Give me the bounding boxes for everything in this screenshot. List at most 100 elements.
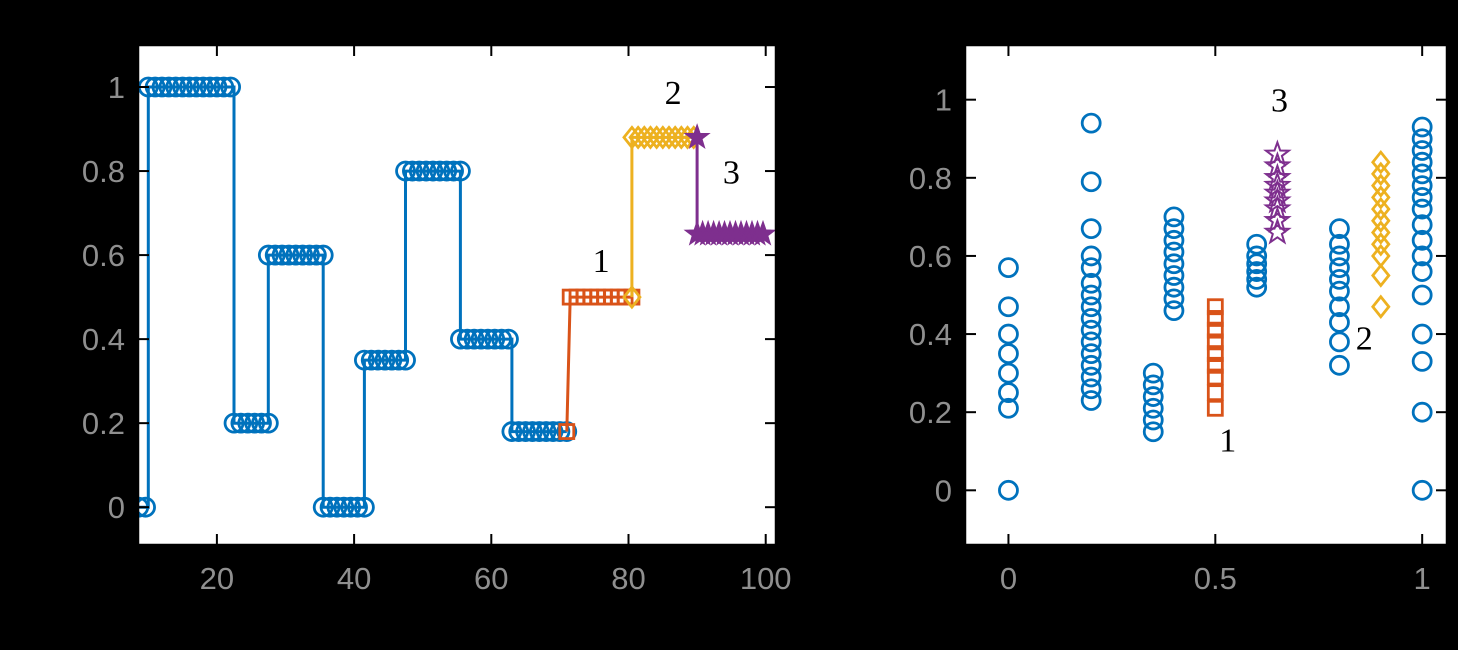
data-marker-circle: [998, 323, 1019, 345]
data-marker-circle: [1163, 241, 1185, 263]
data-marker-circle: [1163, 229, 1185, 251]
y-tick-label: 0.4: [82, 322, 125, 357]
data-marker-circle: [151, 76, 173, 98]
data-marker-circle: [251, 412, 272, 434]
series-layer: [998, 112, 1433, 501]
data-marker-circle: [1163, 265, 1185, 286]
data-marker-circle: [1411, 284, 1433, 306]
data-marker-circle: [1142, 386, 1164, 407]
data-marker-circle: [1329, 233, 1350, 255]
data-marker-square: [1206, 333, 1224, 351]
data-marker-circle: [158, 76, 180, 98]
data-marker-circle: [1411, 261, 1433, 282]
data-marker-circle: [1246, 276, 1268, 298]
x-tick-label: 40: [337, 561, 371, 596]
x-tick-label: 0: [1000, 561, 1017, 596]
data-marker-circle: [353, 496, 375, 518]
data-marker-circle: [223, 412, 245, 434]
data-marker-circle: [1329, 268, 1350, 290]
data-marker-circle: [450, 328, 471, 350]
data-marker-circle: [484, 328, 506, 350]
data-marker-circle: [1080, 354, 1102, 376]
data-marker-diamond: [1371, 161, 1391, 187]
data-marker-square: [1206, 298, 1224, 316]
data-marker-diamond: [1371, 149, 1391, 175]
data-marker-circle: [333, 496, 355, 518]
data-marker-circle: [1080, 390, 1102, 411]
data-marker-circle: [998, 397, 1019, 419]
data-marker-circle: [172, 76, 193, 98]
data-marker-circle: [498, 328, 519, 350]
annotation-1: 1: [593, 243, 610, 280]
data-marker-circle: [137, 496, 156, 518]
data-marker-circle: [522, 421, 543, 442]
data-marker-circle: [491, 328, 512, 350]
data-marker-circle: [179, 76, 200, 98]
data-marker-circle: [508, 421, 530, 442]
data-marker-circle: [1411, 229, 1433, 251]
data-marker-circle: [292, 244, 314, 266]
data-marker-circle: [998, 479, 1019, 501]
data-marker-circle: [1080, 296, 1102, 318]
annotation-3: 3: [1271, 82, 1288, 119]
data-marker-circle: [436, 160, 458, 182]
data-marker-circle: [450, 160, 471, 182]
y-tick-label: 0.8: [82, 154, 125, 189]
data-marker-circle: [1163, 300, 1185, 322]
axes-box: [963, 43, 1449, 547]
data-marker-circle: [477, 328, 499, 350]
y-tick-label: 0.2: [909, 395, 952, 430]
data-marker-circle: [1163, 253, 1185, 275]
data-marker-circle: [1246, 245, 1268, 267]
data-marker-circle: [402, 160, 423, 182]
data-marker-square: [1206, 399, 1224, 417]
data-marker-circle: [1329, 354, 1350, 376]
data-marker-circle: [542, 421, 564, 442]
data-marker-diamond: [622, 284, 642, 310]
annotation-2: 2: [1356, 321, 1373, 358]
data-marker-square: [558, 423, 576, 440]
x-tick-label: 20: [200, 561, 234, 596]
data-marker-circle: [1411, 163, 1433, 185]
data-marker-circle: [353, 349, 375, 371]
data-marker-square: [1206, 384, 1224, 402]
data-marker-circle: [429, 160, 451, 182]
data-marker-diamond: [1371, 196, 1391, 222]
x-tick-label: 1: [1414, 561, 1431, 596]
data-marker-circle: [340, 496, 362, 518]
data-marker-circle: [1080, 245, 1102, 267]
data-marker-circle: [422, 160, 444, 182]
data-marker-circle: [1329, 245, 1350, 267]
data-marker-circle: [415, 160, 437, 182]
data-marker-square: [1206, 356, 1224, 374]
data-marker-star: [1263, 139, 1292, 167]
data-marker-circle: [192, 76, 214, 98]
data-marker-circle: [1142, 374, 1164, 396]
data-marker-circle: [1329, 280, 1350, 302]
data-marker-circle: [319, 496, 341, 518]
plot-area: [965, 45, 1447, 545]
data-marker-circle: [1246, 233, 1268, 255]
data-marker-circle: [244, 412, 266, 434]
data-marker-circle: [299, 244, 320, 266]
data-marker-star: [1263, 170, 1292, 198]
data-marker-circle: [998, 257, 1019, 279]
data-marker-square: [1206, 368, 1224, 386]
data-marker-circle: [278, 244, 300, 266]
annotation-1: 1: [1219, 422, 1236, 459]
series-layer: [137, 76, 777, 518]
data-marker-star: [749, 219, 777, 246]
data-marker-square: [1206, 310, 1224, 327]
y-tick-label: 0.6: [82, 238, 125, 273]
data-marker-circle: [257, 412, 279, 434]
axes-box: [136, 43, 778, 547]
data-marker-star: [683, 123, 711, 149]
data-marker-circle: [528, 421, 550, 442]
data-marker-circle: [1411, 214, 1433, 236]
data-marker-circle: [1163, 288, 1185, 310]
data-marker-circle: [1080, 112, 1102, 134]
data-marker-circle: [1329, 218, 1350, 239]
data-marker-circle: [998, 343, 1019, 364]
data-marker-star: [1263, 151, 1292, 179]
